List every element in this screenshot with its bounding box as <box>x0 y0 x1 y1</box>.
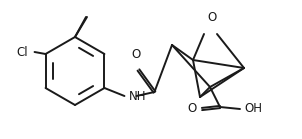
Text: O: O <box>188 102 197 116</box>
Text: O: O <box>207 11 217 24</box>
Text: NH: NH <box>128 90 146 104</box>
Text: O: O <box>132 48 141 61</box>
Text: Cl: Cl <box>16 45 27 59</box>
Text: OH: OH <box>244 102 262 116</box>
